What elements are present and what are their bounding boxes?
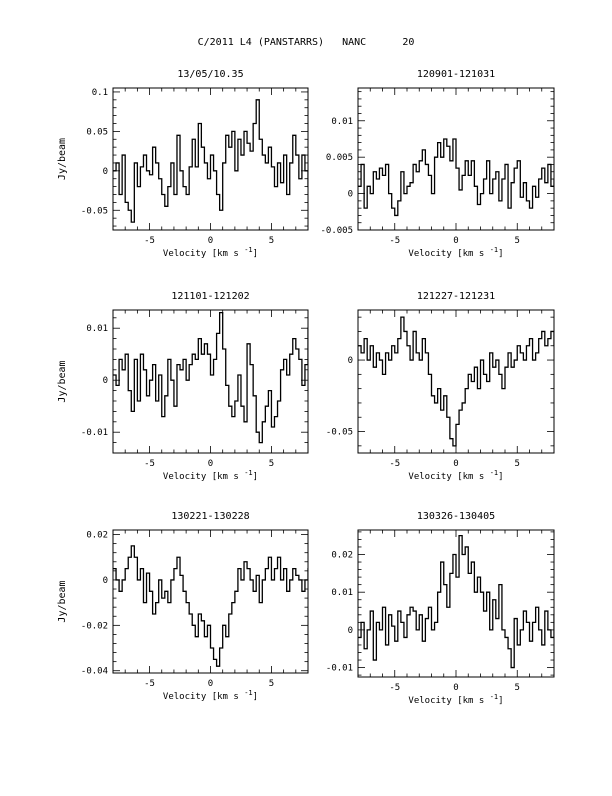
x-axis-label: Velocity [km s -1] xyxy=(163,246,258,259)
x-tick-label: -5 xyxy=(144,459,155,469)
y-tick-label: 0.01 xyxy=(331,117,353,127)
panel-4: -5 0 5 -0.05 0 121227-121231 Velocity [km s -1… xyxy=(326,291,555,482)
x-tick-label: 0 xyxy=(453,683,458,693)
y-tick-label: 0 xyxy=(348,356,353,366)
spectrum-line xyxy=(358,316,554,447)
y-axis-label: Jy/beam xyxy=(57,138,68,180)
panel-5: -5 0 5 -0.04 -0.02 0 0.02 130221-130228 Velocity… xyxy=(57,511,309,702)
x-tick-label: 0 xyxy=(208,236,213,246)
x-tick-label: 5 xyxy=(269,459,274,469)
panel-3: -5 0 5 -0.01 0 0.01 121101-121202 Velocity [km … xyxy=(57,291,309,482)
y-tick-label: -0.02 xyxy=(81,621,108,631)
y-tick-label: 0 xyxy=(103,576,108,586)
figure-title: C/2011 L4 (PANSTARRS) NANC 20 xyxy=(197,37,415,48)
panel-title: 130326-130405 xyxy=(417,511,495,522)
panel-title: 121101-121202 xyxy=(171,291,249,302)
x-tick-label: 5 xyxy=(515,236,520,246)
y-tick-label: -0.05 xyxy=(326,428,353,438)
x-tick-label: 5 xyxy=(515,683,520,693)
y-tick-label: -0.04 xyxy=(81,667,108,677)
spectrum-line xyxy=(113,311,308,444)
y-tick-label: 0 xyxy=(103,167,108,177)
spectrum-line xyxy=(113,545,308,667)
y-tick-label: -0.01 xyxy=(81,428,108,438)
y-axis-label: Jy/beam xyxy=(57,360,68,402)
x-tick-label: 5 xyxy=(269,236,274,246)
panel-1: -5 0 5 -0.05 0 0.05 0.1 13/05/10.35 Velocity [km… xyxy=(57,69,309,259)
spectrum-line xyxy=(358,535,554,669)
y-tick-label: -0.005 xyxy=(320,226,353,236)
x-tick-label: 0 xyxy=(208,679,213,689)
panel-title: 120901-121031 xyxy=(417,69,495,80)
x-axis-label: Velocity [km s -1] xyxy=(163,689,258,702)
x-axis-label: Velocity [km s -1] xyxy=(408,693,503,706)
y-axis-label: Jy/beam xyxy=(57,580,68,622)
y-tick-label: 0.02 xyxy=(86,531,108,541)
x-tick-label: -5 xyxy=(389,236,400,246)
x-tick-label: 5 xyxy=(269,679,274,689)
panel-title: 121227-121231 xyxy=(417,291,495,302)
y-tick-label: -0.05 xyxy=(81,206,108,216)
y-tick-label: 0.02 xyxy=(331,551,353,561)
spectrum-line xyxy=(113,99,308,223)
x-tick-label: 0 xyxy=(208,459,213,469)
panel-2: -5 0 5 -0.005 0 0.005 0.01 120901-121031 Velocit… xyxy=(320,69,555,259)
x-axis-label: Velocity [km s -1] xyxy=(408,469,503,482)
plot-frame xyxy=(112,309,309,454)
x-tick-label: 0 xyxy=(453,236,458,246)
x-axis-label: Velocity [km s -1] xyxy=(408,246,503,259)
y-tick-label: 0.01 xyxy=(331,588,353,598)
y-tick-label: 0.05 xyxy=(86,127,108,137)
panel-title: 13/05/10.35 xyxy=(177,69,243,80)
x-tick-label: 5 xyxy=(515,459,520,469)
plot-frame xyxy=(357,529,555,678)
x-tick-label: -5 xyxy=(389,683,400,693)
x-tick-label: -5 xyxy=(144,679,155,689)
y-tick-label: -0.01 xyxy=(326,664,353,674)
y-tick-label: 0 xyxy=(348,626,353,636)
y-tick-label: 0.1 xyxy=(92,88,108,98)
spectrum-line xyxy=(358,138,554,217)
y-tick-label: 0.01 xyxy=(86,324,108,334)
plot-frame xyxy=(112,529,309,674)
panel-6: -5 0 5 -0.01 0 0.01 0.02 130326-130405 Velocity … xyxy=(326,511,555,706)
y-tick-label: 0 xyxy=(103,376,108,386)
y-tick-label: 0 xyxy=(348,190,353,200)
panel-title: 130221-130228 xyxy=(171,511,249,522)
x-tick-label: 0 xyxy=(453,459,458,469)
y-tick-label: 0.005 xyxy=(326,153,353,163)
x-tick-label: -5 xyxy=(144,236,155,246)
x-tick-label: -5 xyxy=(389,459,400,469)
x-axis-label: Velocity [km s -1] xyxy=(163,469,258,482)
